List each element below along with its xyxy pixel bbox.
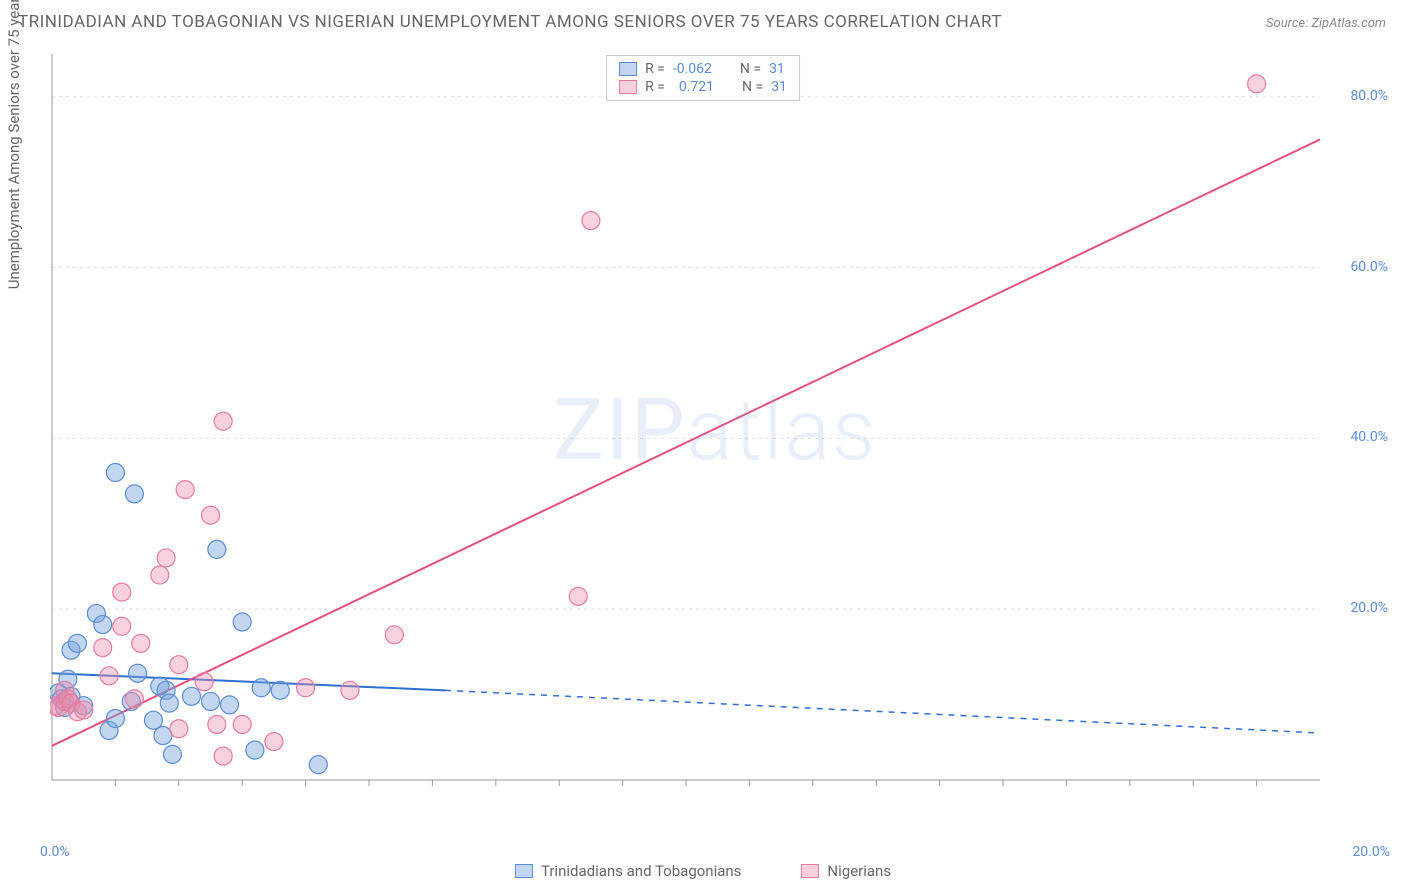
x-tick-0: 0.0% [40,844,70,860]
legend-label-0: Trinidadians and Tobagonians [541,862,741,880]
plot-area: ZIPatlas [50,50,1380,810]
r-value-1: 0.721 [673,79,714,95]
r-label: R = [645,61,665,77]
y-tick-40: 40.0% [1350,429,1388,445]
chart-container: TRINIDADIAN AND TOBAGONIAN VS NIGERIAN U… [0,0,1406,892]
y-axis-label: Unemployment Among Seniors over 75 years [5,0,23,289]
n-label: N = [742,79,763,95]
swatch-series-0 [619,62,637,76]
n-value-0: 31 [769,61,785,77]
r-value-0: -0.062 [673,61,712,77]
scatter-svg [50,50,1380,810]
legend-item-1: Nigerians [801,862,891,880]
y-tick-20: 20.0% [1350,600,1388,616]
legend-swatch-1 [801,864,819,878]
legend-swatch-0 [515,864,533,878]
y-tick-80: 80.0% [1350,88,1388,104]
stats-row-series-0: R = -0.062 N = 31 [619,60,787,78]
legend-item-0: Trinidadians and Tobagonians [515,862,741,880]
swatch-series-1 [619,80,637,94]
stats-legend: R = -0.062 N = 31 R = 0.721 N = 31 [606,55,800,101]
chart-title: TRINIDADIAN AND TOBAGONIAN VS NIGERIAN U… [18,12,1002,32]
n-label: N = [740,61,761,77]
series-legend: Trinidadians and Tobagonians Nigerians [515,862,891,880]
r-label: R = [645,79,665,95]
n-value-1: 31 [771,79,787,95]
legend-label-1: Nigerians [827,862,891,880]
stats-row-series-1: R = 0.721 N = 31 [619,78,787,96]
y-tick-60: 60.0% [1350,259,1388,275]
x-tick-1: 20.0% [1352,844,1390,860]
source-attribution: Source: ZipAtlas.com [1266,16,1386,31]
